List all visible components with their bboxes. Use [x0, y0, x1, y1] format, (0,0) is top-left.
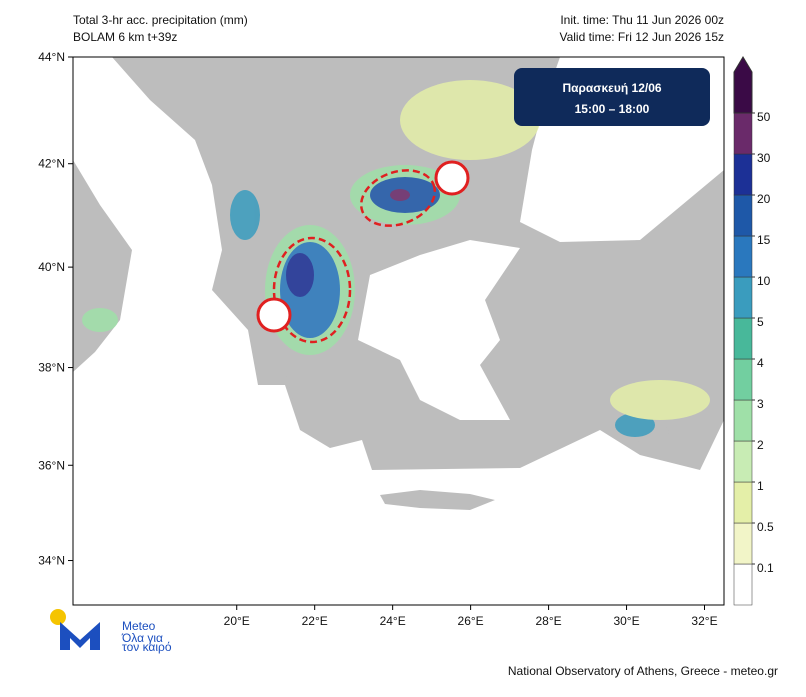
init-time: Init. time: Thu 11 Jun 2026 00z [560, 13, 724, 27]
colorbar-segment [733, 440, 753, 483]
colorbar-label: 1 [757, 479, 764, 493]
colorbar: 0.1 0.5 1 2 3 4 5 10 15 20 30 50 [733, 56, 774, 606]
colorbar-segment [733, 317, 753, 360]
colorbar-label: 10 [757, 274, 771, 288]
lon-label: 28°E [536, 614, 562, 628]
highlight [272, 236, 352, 344]
colorbar-label: 15 [757, 233, 771, 247]
precipitation [82, 80, 710, 437]
colorbar-segment [733, 235, 753, 278]
lat-label: 42°N [38, 157, 65, 171]
logo-tagline: Όλα για [121, 631, 163, 645]
aegean [358, 240, 520, 420]
colorbar-segment [733, 522, 753, 565]
lat-label: 40°N [38, 260, 65, 274]
lon-label: 32°E [691, 614, 717, 628]
lon-label: 30°E [613, 614, 639, 628]
colorbar-label: 5 [757, 315, 764, 329]
lat-label: 34°N [38, 554, 65, 568]
highlight [359, 169, 437, 227]
weather-icon [434, 160, 470, 196]
lat-label: 36°N [38, 458, 65, 472]
colorbar-label: 3 [757, 397, 764, 411]
colorbar-segment [733, 276, 753, 319]
lat-label: 38°N [38, 361, 65, 375]
colorbar-arrow [733, 56, 753, 114]
colorbar-segment [733, 194, 753, 237]
colorbar-label: 0.1 [757, 561, 774, 575]
colorbar-label: 4 [757, 356, 764, 370]
logo-name: Meteo [122, 619, 156, 633]
crete [380, 490, 495, 510]
valid-time: Valid time: Fri 12 Jun 2026 15z [559, 30, 724, 44]
sea [73, 57, 724, 605]
colorbar-segment [733, 358, 753, 401]
map: Παρασκευή 12/06 15:00 – 18:00 [73, 57, 724, 605]
date-day: Παρασκευή 12/06 [562, 81, 661, 95]
colorbar-label: 30 [757, 151, 771, 165]
lon-label: 24°E [380, 614, 406, 628]
axes: 20°E 22°E 24°E 26°E 28°E 30°E 32°E 44°N 42°N 40°N… [38, 50, 717, 628]
colorbar-segment [733, 563, 753, 606]
footer: National Observatory of Athens, Greece -… [508, 664, 778, 678]
colorbar-segment [733, 112, 753, 155]
lon-label: 22°E [302, 614, 328, 628]
date-hours: 15:00 – 18:00 [575, 102, 650, 116]
colorbar-segment [733, 153, 753, 196]
logo-sun [50, 609, 66, 625]
lon-label: 26°E [458, 614, 484, 628]
colorbar-segment [733, 481, 753, 524]
weather-icon [256, 297, 292, 333]
logo-tagline: τον καιρό [122, 640, 172, 654]
map-frame [72, 56, 725, 606]
colorbar-label: 20 [757, 192, 771, 206]
lat-label: 44°N [38, 50, 65, 64]
title: Total 3-hr acc. precipitation (mm) [73, 13, 248, 27]
peloponnese [285, 365, 360, 445]
colorbar-label: 2 [757, 438, 764, 452]
lon-label: 20°E [224, 614, 250, 628]
colorbar-label: 0.5 [757, 520, 774, 534]
date-box [514, 68, 710, 126]
colorbar-label: 50 [757, 110, 771, 124]
subtitle: BOLAM 6 km t+39z [73, 30, 177, 44]
logo-mark [60, 622, 100, 650]
colorbar-segment [733, 399, 753, 442]
